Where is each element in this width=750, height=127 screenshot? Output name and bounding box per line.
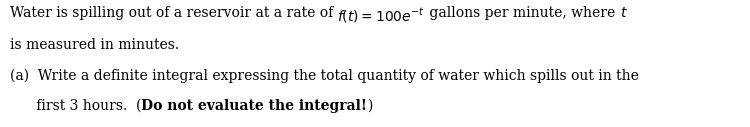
Text: ): ) [368,99,373,113]
Text: first 3 hours.  (: first 3 hours. ( [10,99,141,113]
Text: Do not evaluate the integral!: Do not evaluate the integral! [141,99,368,113]
Text: $t$: $t$ [620,6,628,20]
Text: is measured in minutes.: is measured in minutes. [10,38,178,52]
Text: (a)  Write a definite integral expressing the total quantity of water which spil: (a) Write a definite integral expressing… [10,69,638,83]
Text: $f(t) = 100e^{-t}$: $f(t) = 100e^{-t}$ [338,6,425,25]
Text: Water is spilling out of a reservoir at a rate of: Water is spilling out of a reservoir at … [10,6,338,20]
Text: gallons per minute, where: gallons per minute, where [425,6,620,20]
